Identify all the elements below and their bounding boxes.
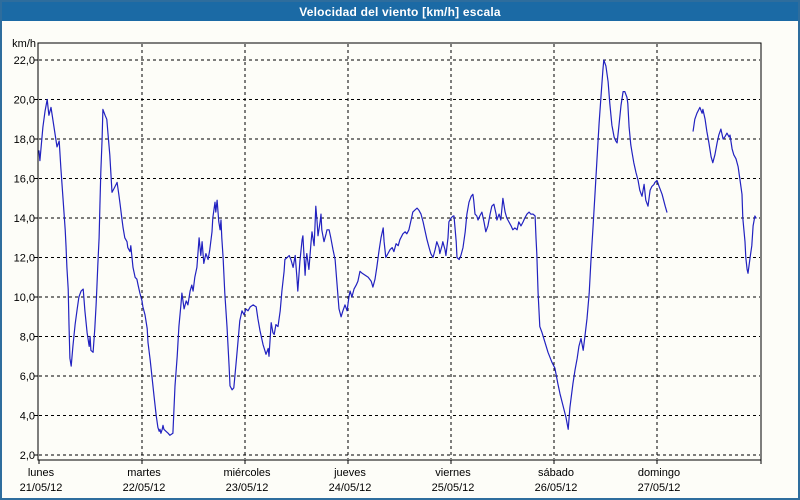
window-title-bar: Velocidad del viento [km/h] escala (2, 2, 798, 21)
y-tick-label: 6,0 (20, 371, 35, 383)
y-tick-label: 22,0 (14, 55, 35, 67)
y-tick-label: 12,0 (14, 253, 35, 265)
x-date-label: 27/05/12 (638, 482, 681, 494)
plot-border (37, 42, 762, 461)
x-date-label: 21/05/12 (20, 482, 63, 494)
wind-speed-line (692, 106, 757, 274)
y-tick-label: 20,0 (14, 95, 35, 107)
x-day-label: lunes (28, 467, 55, 479)
wind-speed-line (38, 59, 668, 436)
x-day-label: domingo (638, 467, 680, 479)
y-tick-label: 14,0 (14, 213, 35, 225)
y-tick-label: 18,0 (14, 134, 35, 146)
y-tick-label: 16,0 (14, 174, 35, 186)
x-day-label: jueves (333, 467, 366, 479)
x-day-label: viernes (435, 467, 471, 479)
x-day-label: sábado (538, 467, 574, 479)
x-day-label: miércoles (223, 467, 271, 479)
x-date-label: 26/05/12 (535, 482, 578, 494)
x-date-label: 24/05/12 (329, 482, 372, 494)
y-tick-label: 8,0 (20, 332, 35, 344)
y-tick-label: 10,0 (14, 292, 35, 304)
x-date-label: 25/05/12 (432, 482, 475, 494)
x-date-label: 23/05/12 (226, 482, 269, 494)
x-date-label: 22/05/12 (123, 482, 166, 494)
y-tick-label: 2,0 (20, 450, 35, 462)
x-day-label: martes (127, 467, 161, 479)
y-axis-unit-label: km/h (12, 38, 36, 50)
window-title: Velocidad del viento [km/h] escala (299, 4, 501, 19)
y-tick-label: 4,0 (20, 411, 35, 423)
